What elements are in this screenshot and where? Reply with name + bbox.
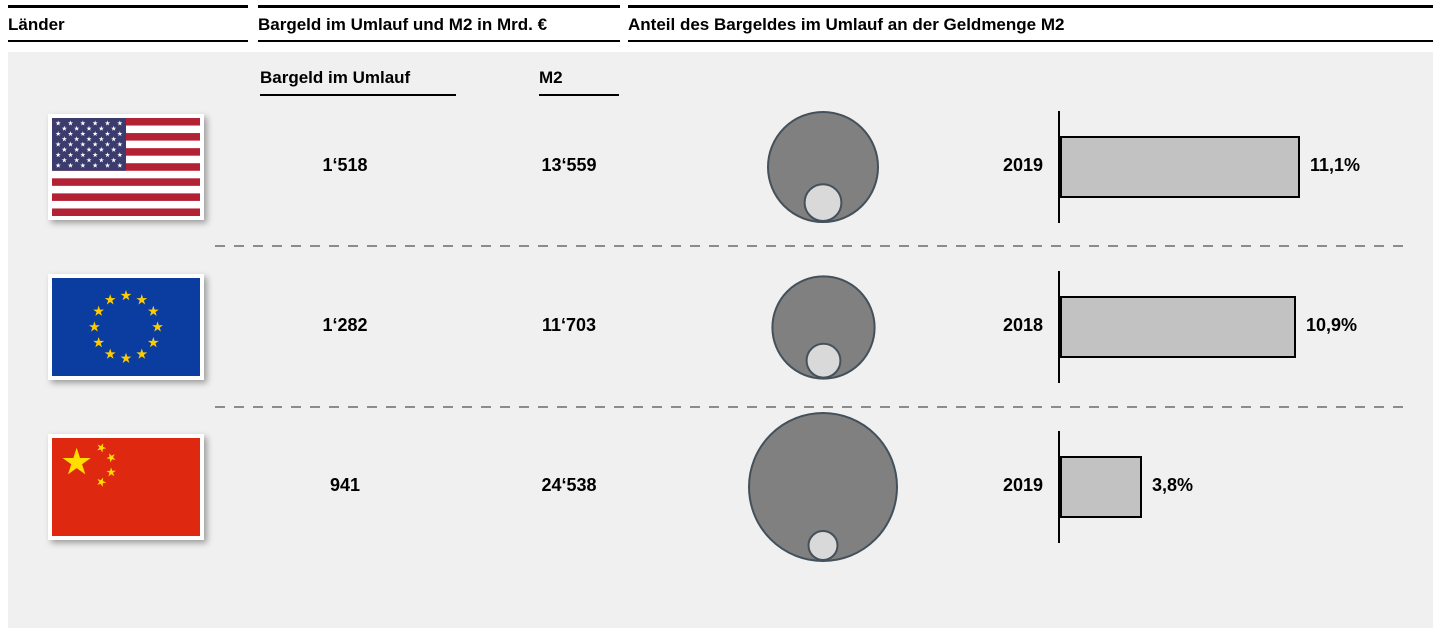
subheader-cash: Bargeld im Umlauf [260, 68, 456, 96]
header-money-values: Bargeld im Umlauf und M2 in Mrd. € [258, 5, 620, 42]
eu-flag [48, 274, 204, 380]
share-value-label: 11,1% [1310, 155, 1361, 175]
m2-value: 11‘703 [541, 315, 597, 335]
m2-value: 13‘559 [541, 155, 597, 175]
year-label: 2018 [1002, 315, 1043, 335]
cash-circle [805, 342, 841, 379]
cash-value: 1‘282 [322, 315, 368, 335]
header-share-title: Anteil des Bargeldes im Umlauf an der Ge… [628, 5, 1433, 42]
subheader-m2: M2 [539, 68, 619, 96]
bar-axis [1058, 431, 1060, 543]
year-label: 2019 [1002, 475, 1043, 495]
eu-flag-icon [52, 278, 200, 376]
share-bar [1060, 456, 1142, 518]
share-bar [1060, 136, 1300, 198]
country-row: 941 24‘538 2019 3,8% [8, 407, 1433, 567]
bar-axis [1058, 271, 1060, 383]
cash-circle [803, 183, 843, 223]
m2-cash-proportion-chart [767, 111, 879, 223]
share-bar [1060, 296, 1296, 358]
year-label: 2019 [1002, 155, 1043, 175]
row-separator [215, 406, 1412, 408]
china-flag [48, 434, 204, 540]
china-flag-icon [52, 438, 200, 536]
cash-circle [807, 530, 839, 561]
usa-flag [48, 114, 204, 220]
m2-cash-proportion-chart [748, 412, 898, 562]
m2-cash-proportion-chart [770, 274, 876, 380]
usa-flag-icon [52, 118, 200, 216]
country-row: 1‘518 13‘559 2019 11,1% [8, 87, 1433, 247]
cash-value: 941 [329, 475, 361, 495]
m2-value: 24‘538 [541, 475, 597, 495]
bar-axis [1058, 111, 1060, 223]
share-value-label: 3,8% [1152, 475, 1194, 495]
cash-value: 1‘518 [322, 155, 368, 175]
row-separator [215, 245, 1412, 247]
share-value-label: 10,9% [1306, 315, 1358, 335]
header-countries: Länder [8, 5, 248, 42]
country-row: 1‘282 11‘703 2018 10,9% [8, 247, 1433, 407]
content-panel: Bargeld im Umlauf M2 1‘518 13‘559 2019 11,1… [8, 52, 1433, 628]
